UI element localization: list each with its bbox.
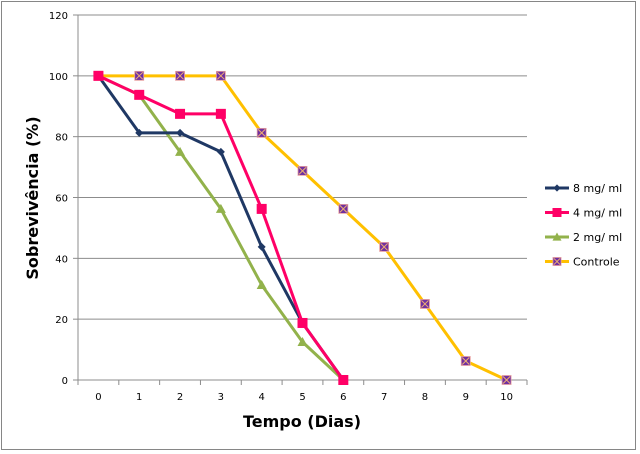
data-point: [93, 70, 104, 81]
legend-item: 2 mg/ ml: [545, 231, 622, 244]
x-tick-label: 10: [500, 392, 513, 403]
data-point: [175, 108, 186, 119]
data-point: [379, 242, 390, 252]
data-point: [460, 356, 471, 366]
y-tick-label: 40: [55, 254, 68, 265]
x-tick-labels: 0 1 2 3 4 5 6 7 8 9 10: [95, 392, 513, 403]
data-point: [175, 70, 185, 81]
x-tick-label: 8: [422, 392, 428, 403]
marker-cross: [135, 71, 144, 80]
data-point: [338, 204, 349, 214]
data-point: [216, 147, 225, 156]
legend-label: 4 mg/ ml: [573, 207, 622, 220]
x-tick-label: 4: [258, 392, 264, 403]
y-axis-title: Sobrevivência (%): [23, 116, 42, 279]
marker-cross: [380, 243, 388, 251]
series-line: [97, 74, 345, 381]
y-tick-label: 0: [62, 376, 68, 387]
x-tick-label: 7: [381, 392, 387, 403]
data-point: [501, 375, 512, 385]
x-tick-label: 6: [340, 392, 346, 403]
y-tick-label: 80: [55, 133, 68, 144]
legend-label: 2 mg/ ml: [573, 231, 622, 244]
data-point: [297, 336, 308, 346]
marker-cross: [339, 205, 348, 213]
x-tick-label: 1: [136, 392, 142, 403]
y-tick-label: 60: [55, 194, 68, 205]
x-tick-label: 0: [95, 392, 101, 403]
data-point: [297, 317, 308, 328]
marker-cross: [553, 258, 561, 265]
marker-cross: [217, 71, 225, 80]
legend-marker: [552, 232, 562, 241]
series-lines: [93, 70, 512, 385]
marker-cross: [298, 167, 307, 175]
data-point: [175, 146, 186, 156]
legend-label: 8 mg/ ml: [573, 182, 622, 195]
legend-item: Controle: [545, 256, 620, 269]
marker-cross: [461, 357, 470, 365]
data-point: [256, 279, 267, 289]
data-point: [134, 89, 145, 100]
y-tick-label: 100: [49, 72, 68, 83]
x-tick-label: 2: [177, 392, 183, 403]
y-tick-label: 120: [49, 11, 68, 22]
series-line: [97, 74, 345, 381]
legend-label: Controle: [573, 256, 620, 269]
data-point: [256, 127, 267, 138]
y-tick-labels: 0 20 40 60 80 100 120: [49, 11, 68, 387]
legend-marker: [552, 257, 562, 266]
data-point: [215, 108, 226, 119]
marker-cross: [421, 300, 429, 308]
data-point: [257, 242, 266, 251]
x-tick-label: 3: [218, 392, 224, 403]
legend-item: 4 mg/ ml: [545, 207, 622, 220]
y-tick-label: 20: [55, 315, 68, 326]
data-point: [215, 203, 226, 213]
legend-item: 8 mg/ ml: [545, 182, 622, 195]
series-line: [97, 74, 345, 382]
marker-cross: [176, 71, 184, 80]
legend: 8 mg/ ml 4 mg/ ml 2 mg/ ml Controle: [545, 182, 622, 269]
data-point: [420, 299, 430, 309]
data-point: [135, 128, 144, 137]
series-4-mg-ml: [93, 70, 349, 385]
x-tick-label: 9: [463, 392, 469, 403]
axes: [73, 14, 528, 385]
marker-cross: [502, 376, 511, 384]
x-tick-label: 5: [299, 392, 305, 403]
data-point: [297, 165, 308, 176]
data-point: [176, 128, 185, 137]
legend-marker: [553, 184, 561, 192]
marker-cross: [257, 129, 266, 137]
data-point: [338, 375, 349, 385]
legend-marker: [552, 208, 562, 217]
data-point: [134, 70, 145, 81]
x-axis-title: Tempo (Dias): [243, 412, 361, 431]
data-point: [256, 203, 267, 214]
data-point: [215, 70, 226, 81]
